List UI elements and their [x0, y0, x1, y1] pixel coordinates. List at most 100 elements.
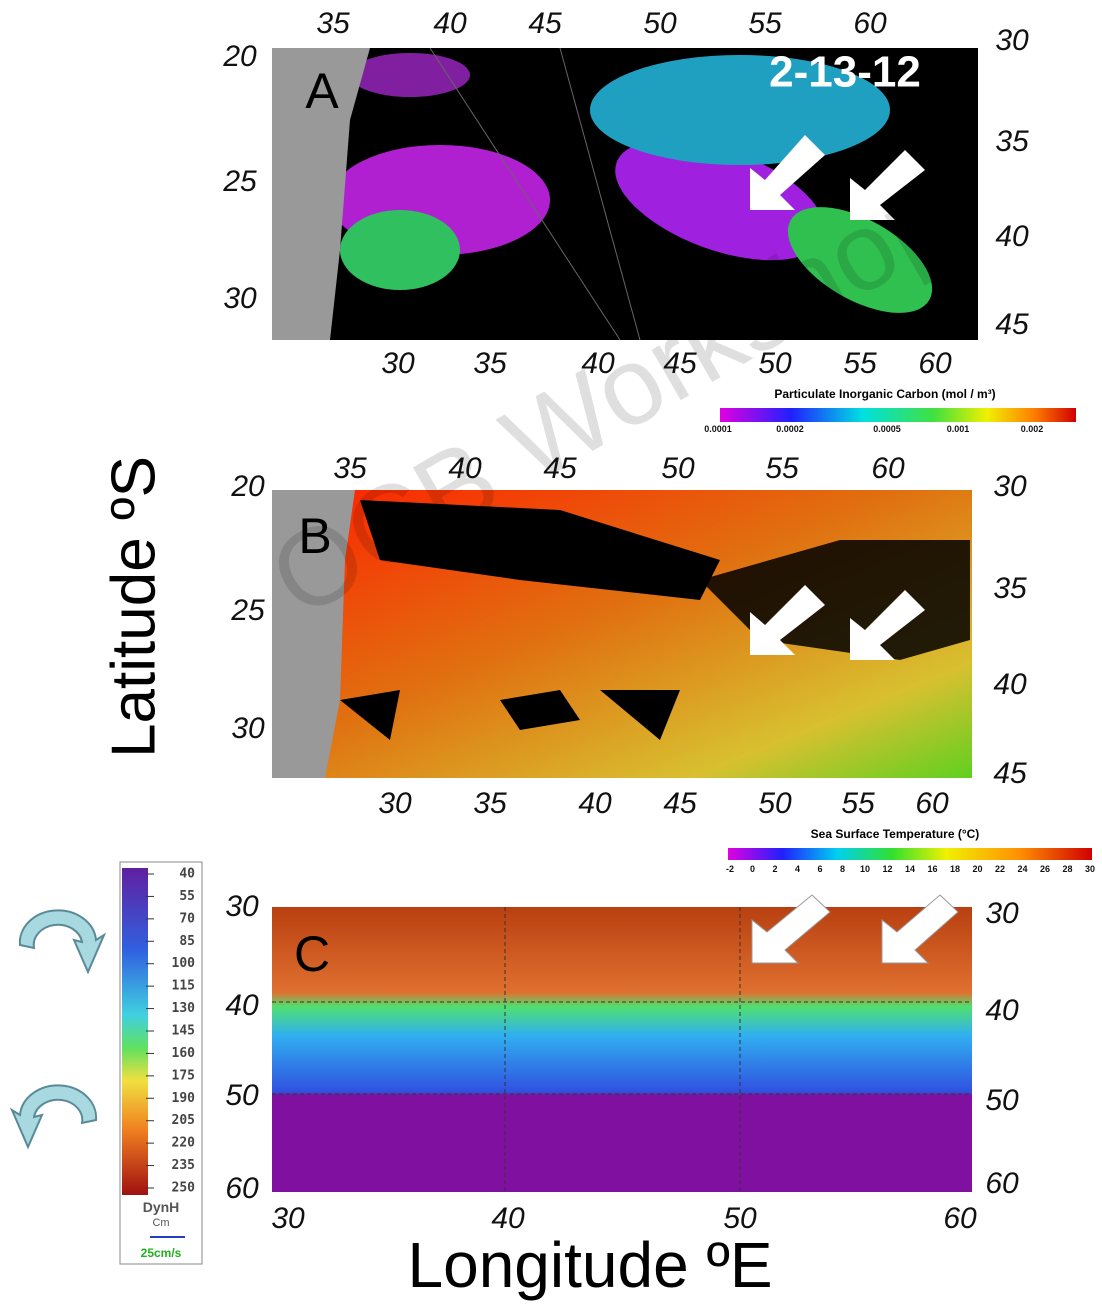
bottom-tick-label: 55	[843, 347, 877, 380]
pic-colorbar	[720, 408, 1076, 422]
colorbar-tick-label: 20	[972, 864, 982, 874]
right-tick-label: 40	[985, 994, 1019, 1027]
colorbar-tick-label: 16	[927, 864, 937, 874]
legend-tick-label: 130	[172, 1001, 196, 1016]
bottom-tick-label: 60	[918, 347, 952, 380]
bottom-tick-label: 30	[378, 787, 412, 820]
colorbar-tick-label: 24	[1017, 864, 1027, 874]
colorbar-title: Sea Surface Temperature (°C)	[811, 827, 980, 841]
colorbar-tick-label: 0.0005	[873, 424, 901, 434]
right-tick-label: 40	[995, 220, 1029, 253]
top-tick-label: 40	[448, 452, 482, 485]
legend-tick-label: 145	[172, 1024, 195, 1039]
x-axis-label: Longitude ºE	[408, 1229, 773, 1301]
colorbar-tick-label: 26	[1040, 864, 1050, 874]
colorbar-tick-label: 22	[995, 864, 1005, 874]
top-tick-label: 35	[333, 452, 367, 485]
panel-label: C	[294, 926, 330, 982]
right-tick-label: 35	[995, 125, 1029, 158]
top-tick-label: 45	[543, 452, 577, 485]
right-tick-label: 50	[985, 1084, 1019, 1117]
y-axis-label: Latitude ºS	[99, 456, 168, 758]
colorbar-tick-label: 0.0001	[704, 424, 732, 434]
bottom-tick-label: 50	[758, 347, 792, 380]
colorbar-tick-label: 0	[750, 864, 755, 874]
colorbar-tick-label: 0.0002	[776, 424, 804, 434]
colorbar-tick-label: -2	[726, 864, 734, 874]
top-tick-label: 35	[316, 7, 350, 40]
panel-label: A	[305, 63, 339, 119]
bottom-tick-label: 50	[723, 1202, 757, 1235]
top-tick-label: 40	[433, 7, 467, 40]
colorbar-tick-label: 2	[772, 864, 777, 874]
top-tick-label: 55	[765, 452, 799, 485]
bottom-tick-label: 35	[473, 347, 507, 380]
right-tick-label: 30	[985, 897, 1019, 930]
legend-title: DynH	[143, 1199, 180, 1215]
left-tick-label: 50	[225, 1079, 259, 1112]
top-tick-label: 50	[643, 7, 677, 40]
panel-c-image	[272, 907, 972, 1192]
top-tick-label: 60	[871, 452, 905, 485]
top-tick-label: 45	[528, 7, 562, 40]
legend-tick-label: 115	[172, 979, 195, 994]
legend-tick-label: 160	[172, 1046, 196, 1061]
right-tick-label: 60	[985, 1167, 1019, 1200]
bottom-tick-label: 60	[915, 787, 949, 820]
panel-label: B	[298, 508, 331, 564]
left-tick-label: 30	[223, 282, 257, 315]
legend-tick-label: 100	[172, 956, 196, 971]
right-tick-label: 30	[993, 470, 1027, 503]
arrows	[750, 135, 959, 964]
legend-scale: 25cm/s	[141, 1246, 182, 1260]
left-tick-label: 60	[225, 1172, 259, 1205]
legend-unit: Cm	[152, 1217, 169, 1229]
left-tick-label: 40	[225, 989, 259, 1022]
right-tick-label: 30	[995, 24, 1029, 57]
legend-tick-label: 235	[172, 1158, 195, 1173]
legend-tick-label: 190	[172, 1091, 196, 1106]
colorbar-tick-label: 8	[840, 864, 845, 874]
left-tick-label: 20	[230, 470, 265, 503]
top-tick-label: 60	[853, 7, 887, 40]
bottom-tick-label: 55	[841, 787, 875, 820]
colorbar-tick-label: 28	[1062, 864, 1072, 874]
legend-tick-label: 220	[172, 1136, 196, 1151]
colorbar-tick-label: 14	[905, 864, 915, 874]
legend-tick-label: 85	[179, 934, 195, 949]
left-tick-label: 30	[231, 712, 265, 745]
colorbar-tick-label: 6	[817, 864, 822, 874]
left-tick-label: 25	[222, 165, 257, 198]
colorbar-tick-label: 30	[1085, 864, 1095, 874]
bottom-tick-label: 40	[491, 1202, 525, 1235]
colorbar-tick-label: 18	[950, 864, 960, 874]
legend-tick-label: 175	[172, 1068, 195, 1083]
bottom-tick-label: 50	[758, 787, 792, 820]
bottom-tick-label: 40	[578, 787, 612, 820]
bottom-tick-label: 30	[271, 1202, 305, 1235]
colorbar-tick-label: 4	[795, 864, 800, 874]
bottom-tick-label: 35	[473, 787, 507, 820]
bottom-tick-label: 30	[381, 347, 415, 380]
date-label: 2-13-12	[769, 48, 921, 97]
bottom-tick-label: 60	[943, 1202, 977, 1235]
legend-tick-label: 55	[179, 889, 195, 904]
bottom-tick-label: 45	[663, 347, 697, 380]
dynh-colorbar	[122, 868, 148, 1195]
right-tick-label: 45	[993, 757, 1027, 790]
left-tick-label: 20	[222, 40, 257, 73]
rotation-icons	[9, 909, 107, 1150]
bottom-tick-label: 40	[581, 347, 615, 380]
right-tick-label: 45	[995, 308, 1029, 341]
top-tick-label: 55	[748, 7, 782, 40]
legend-tick-label: 70	[179, 911, 195, 926]
legend-tick-label: 250	[172, 1181, 196, 1196]
colorbar-title: Particulate Inorganic Carbon (mol / m³)	[774, 387, 995, 401]
left-tick-label: 30	[225, 890, 259, 923]
right-tick-label: 40	[993, 668, 1027, 701]
colorbar-tick-label: 0.001	[947, 424, 970, 434]
bottom-tick-label: 45	[663, 787, 697, 820]
legend-tick-label: 40	[179, 867, 195, 882]
